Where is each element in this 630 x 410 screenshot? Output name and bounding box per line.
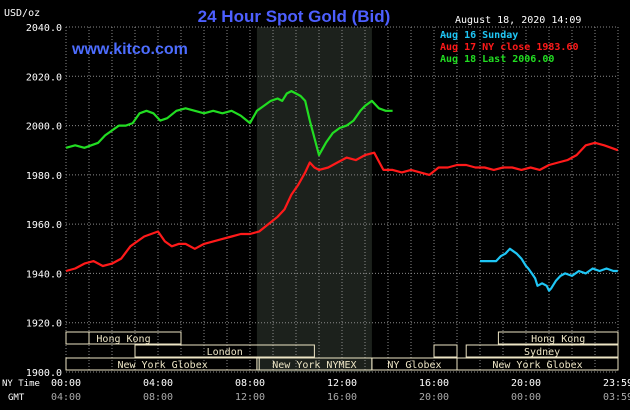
- legend-dash-sunday: -: [442, 30, 448, 41]
- x-tick-label-ny: 00:00: [51, 378, 81, 389]
- market-session-box: [134, 344, 315, 358]
- y-tick-label: 2020.0: [26, 72, 62, 83]
- market-session-label: London: [207, 347, 243, 358]
- nymex-hours-shade: [256, 27, 372, 372]
- series-layer: [65, 89, 619, 292]
- date-label: August 18, 2020 14:09: [455, 15, 581, 26]
- website-label: www.kitco.com: [71, 41, 188, 58]
- legend-ny-close: Aug 17 NY close 1983.60: [440, 42, 578, 53]
- x-tick-label-gmt: 04:00: [51, 392, 81, 403]
- series-line: [65, 141, 619, 273]
- y-tick-label: 2040.0: [26, 23, 62, 34]
- market-session-box: [456, 357, 619, 371]
- chart-title: 24 Hour Spot Gold (Bid): [198, 7, 391, 26]
- y-tick-label: 1900.0: [26, 368, 62, 379]
- series-line: [65, 89, 393, 157]
- x-tick-label-ny: 16:00: [419, 378, 449, 389]
- market-session-label: New York NYMEX: [272, 360, 356, 371]
- x-tick-label-gmt: 03:59: [603, 392, 630, 403]
- x-tick-label-ny: 23:59: [603, 378, 630, 389]
- market-session-box: [497, 331, 619, 345]
- market-session-box: [65, 357, 260, 371]
- market-session-box: [433, 344, 458, 358]
- market-sessions-layer: Hong Kong Hong Kong London Sydney New York G…: [65, 331, 619, 371]
- market-session-label: New York Globex: [492, 360, 582, 371]
- x-tick-label-gmt: 12:00: [235, 392, 265, 403]
- unit-label: USD/oz: [4, 8, 40, 19]
- y-tick-label: 1980.0: [26, 171, 62, 182]
- market-session-label: Hong Kong: [531, 334, 585, 345]
- x-tick-label-ny: 20:00: [511, 378, 541, 389]
- market-session-label: Sydney: [524, 347, 560, 358]
- series-line: [480, 247, 618, 292]
- market-session-box: [465, 344, 619, 358]
- y-tick-label: 1940.0: [26, 269, 62, 280]
- legend-last: Aug 18 Last 2006.00: [440, 54, 554, 65]
- x-tick-label-ny: 12:00: [327, 378, 357, 389]
- gmt-row-label: GMT: [8, 393, 25, 403]
- y-tick-label: 1920.0: [26, 319, 62, 330]
- x-tick-label-gmt: 20:00: [419, 392, 449, 403]
- nymex-hours-shade-layer: [256, 27, 372, 372]
- market-session-label: Hong Kong: [96, 334, 150, 345]
- legend: Aug 16 Sunday Aug 17 NY close 1983.60 Au…: [440, 30, 578, 65]
- x-tick-label-gmt: 08:00: [143, 392, 173, 403]
- market-session-box: [65, 331, 90, 345]
- x-tick-label-gmt: 16:00: [327, 392, 357, 403]
- legend-sunday: Aug 16 Sunday: [440, 30, 518, 41]
- y-tick-label: 1960.0: [26, 220, 62, 231]
- axis-labels-layer: 1900.0 1920.0 1940.0 1960.0 1980.0 2000.0 2020…: [26, 23, 630, 403]
- market-session-label: New York Globex: [117, 360, 207, 371]
- grid-layer: [65, 26, 619, 373]
- y-tick-label: 2000.0: [26, 122, 62, 133]
- x-tick-label-ny: 08:00: [235, 378, 265, 389]
- ny-time-row-label: NY Time: [2, 379, 40, 389]
- x-tick-label-ny: 04:00: [143, 378, 173, 389]
- x-tick-label-gmt: 00:00: [511, 392, 541, 403]
- market-session-label: NY Globex: [387, 360, 441, 371]
